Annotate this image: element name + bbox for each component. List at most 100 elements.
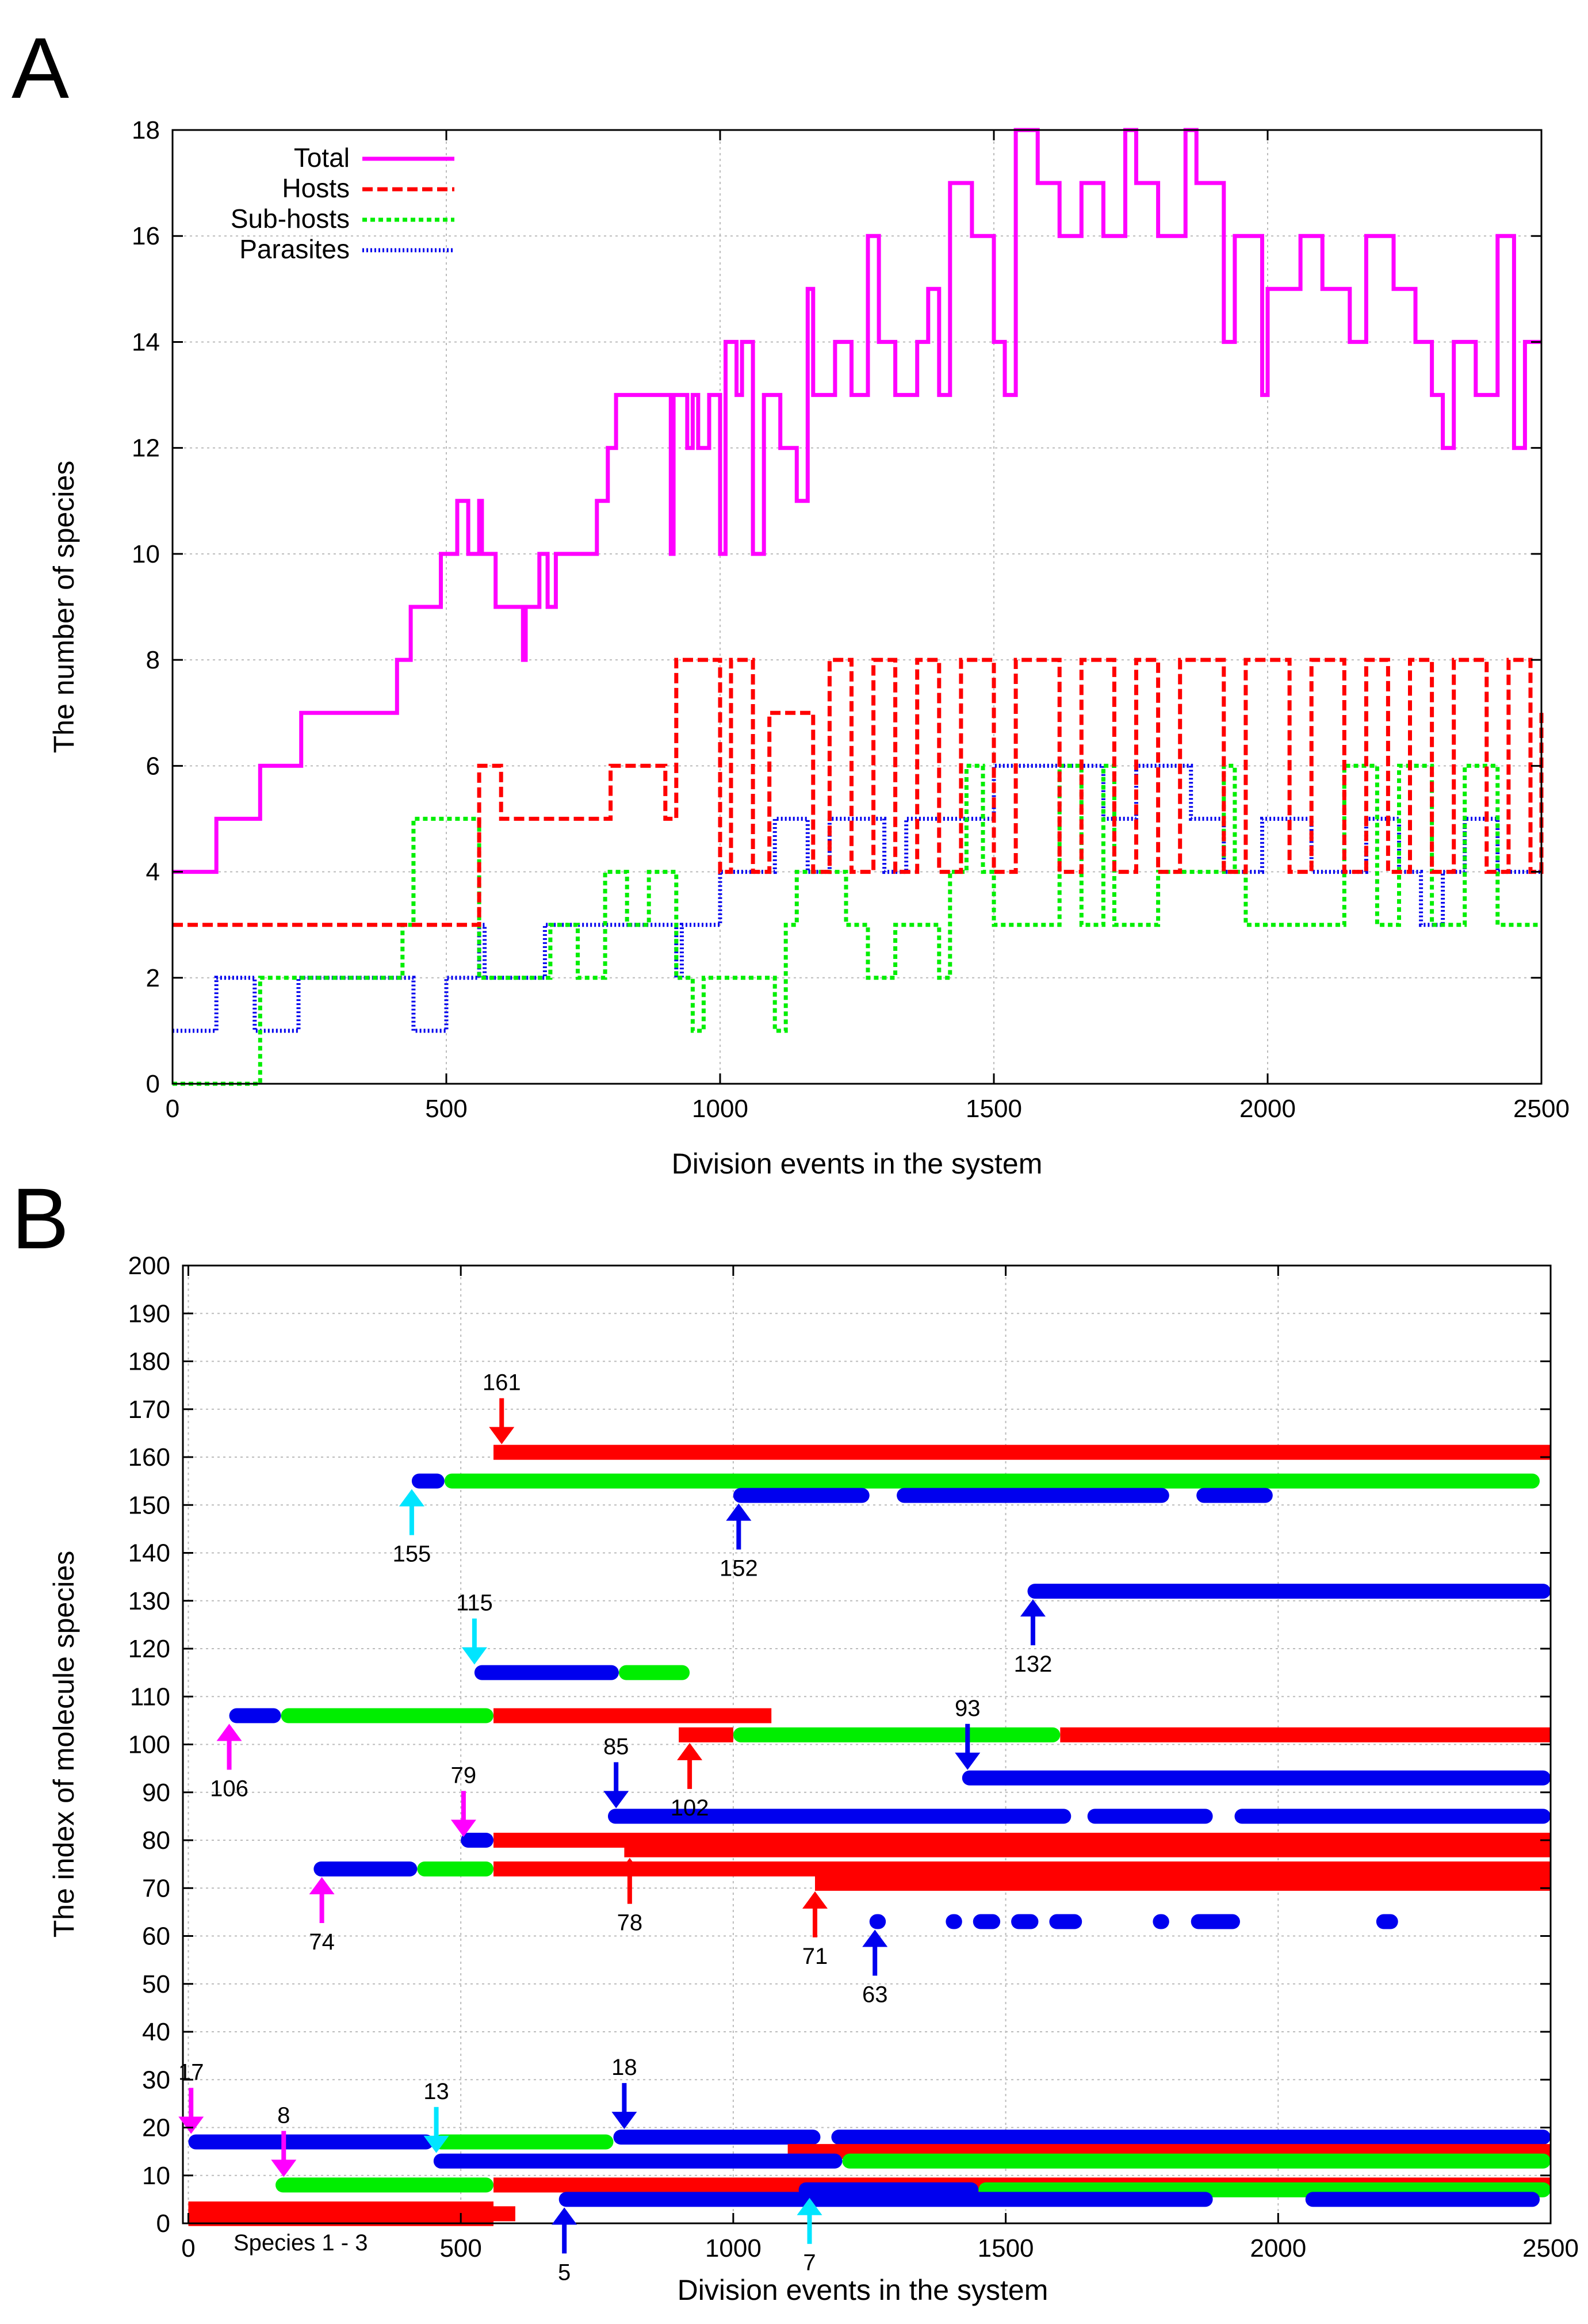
- panel-b-chart: 161 155 152 132 115 106 102 93 85 79 78 74 71 63 17 8 13…: [48, 1252, 1579, 2306]
- series-line-total: [173, 128, 1541, 874]
- panel-a-x-tick-label: 2000: [1239, 1095, 1296, 1123]
- species-band-93-parasite: [962, 1770, 1551, 1786]
- species-band-71-host: [814, 1875, 1551, 1891]
- panel-a-y-tick-label: 4: [146, 858, 160, 886]
- panel-b-y-tick-label: 50: [142, 1970, 170, 1998]
- species-band-85-parasite: [607, 1809, 1072, 1824]
- panel-b-y-tick-label: 150: [128, 1491, 170, 1519]
- arrow-label: 71: [802, 1944, 828, 1969]
- species-band-17-parasite: [188, 2134, 434, 2150]
- arrow-head: [178, 2116, 204, 2134]
- arrow-label: 106: [210, 1776, 248, 1802]
- panel-a-chart: 0 500 1000 1500 2000 2500 0 2 4 6 8 10 12 14 16 18 Tota…: [48, 116, 1570, 1180]
- panel-b-y-tick-label: 60: [142, 1922, 170, 1951]
- arrow-label: 85: [603, 1734, 629, 1759]
- species-band-78-host: [624, 1842, 1551, 1857]
- panel-b-y-tick-label: 30: [142, 2066, 170, 2094]
- panel-b-grid: [183, 1266, 1551, 2223]
- species-band-85-parasite: [1087, 1809, 1213, 1824]
- species-band-63-parasite: [973, 1914, 1001, 1929]
- panel-a-x-tick-label: 2500: [1513, 1095, 1570, 1123]
- arrow-label: 18: [611, 2055, 637, 2080]
- panel-b-y-tick-label: 200: [128, 1252, 170, 1280]
- panel-b-y-tick-label: 140: [128, 1539, 170, 1568]
- legend-total-label: Total: [294, 143, 350, 173]
- panel-b-y-tick-label: 80: [142, 1826, 170, 1855]
- series-line-hosts: [173, 658, 1544, 927]
- species-band-63-parasite: [1049, 1914, 1082, 1929]
- panel-b-y-tick-label: 170: [128, 1396, 170, 1424]
- panel-b-y-tick-label: 180: [128, 1348, 170, 1376]
- arrow-head: [862, 1929, 888, 1947]
- panel-a-y-tick-label: 0: [146, 1070, 160, 1098]
- series-line-parasites: [173, 763, 1541, 1033]
- arrow-marker-155: 155: [393, 1489, 431, 1567]
- species-band-63-parasite: [946, 1914, 962, 1929]
- species-band-106-parasite: [229, 1708, 281, 1723]
- arrow-marker-161: 161: [483, 1370, 521, 1444]
- panel-a-y-tick-label: 12: [132, 434, 160, 462]
- arrow-head: [726, 1503, 752, 1521]
- arrow-marker-71: 71: [802, 1891, 828, 1969]
- species-band-63-parasite: [1376, 1914, 1398, 1929]
- panel-b-y-tick-label: 20: [142, 2114, 170, 2142]
- species-band-74-host: [493, 1861, 1551, 1876]
- species-band-13-sub-host: [842, 2153, 1551, 2169]
- arrow-label: 152: [720, 1556, 758, 1581]
- panel-a-x-axis-label: Division events in the system: [672, 1148, 1043, 1180]
- arrow-marker-17: 17: [178, 2059, 204, 2134]
- species-band-102-host: [679, 1727, 733, 1742]
- species-band-161-host: [493, 1444, 1551, 1460]
- legend-parasites-label: Parasites: [239, 234, 350, 264]
- panel-a-x-tick-label: 0: [166, 1095, 179, 1123]
- panel-b-x-tick-label: 1500: [978, 2234, 1034, 2262]
- species-band-63-parasite: [1153, 1914, 1169, 1929]
- species-band-18-parasite: [831, 2130, 1551, 2145]
- species-band-5-parasite: [558, 2192, 1213, 2207]
- panel-a-series: [173, 128, 1544, 1086]
- species-band-106-sub-host: [281, 1708, 494, 1723]
- species-band-13-parasite: [433, 2153, 843, 2169]
- arrow-marker-106: 106: [210, 1723, 248, 1802]
- arrow-label: 115: [456, 1591, 493, 1616]
- arrow-label: 13: [423, 2079, 449, 2104]
- arrow-head: [461, 1647, 487, 1665]
- panel-b-y-tick-label: 110: [130, 1683, 170, 1711]
- panel-b-y-axis-label: The index of molecule species: [48, 1551, 80, 1938]
- panel-a-frame: [171, 129, 1543, 1085]
- panel-a-y-tick-label: 14: [132, 328, 160, 356]
- panel-b-ticks: 0 500 1000 1500 2000 2500 0 10 20 30 40 50 60 70 80 90 1…: [128, 1252, 1579, 2262]
- species-band-18-parasite: [613, 2130, 821, 2145]
- species-band-17-sub-host: [433, 2134, 614, 2150]
- arrow-head: [617, 1857, 642, 1875]
- arrow-head: [955, 1752, 981, 1770]
- species-band-5-parasite: [1305, 2192, 1540, 2207]
- species-band-74-sub-host: [417, 1861, 494, 1876]
- panel-b-x-tick-label: 0: [181, 2234, 195, 2262]
- panel-label-b: B: [12, 1170, 69, 1267]
- panel-b-x-tick-label: 1000: [705, 2234, 762, 2262]
- arrow-head: [797, 2197, 822, 2215]
- panel-a-x-tick-label: 1000: [692, 1095, 748, 1123]
- species-band-152-parasite: [897, 1488, 1169, 1503]
- arrow-marker-85: 85: [603, 1734, 629, 1809]
- arrow-head: [450, 1820, 476, 1837]
- arrow-marker-5: 5: [552, 2207, 577, 2285]
- species-band-115-sub-host: [618, 1665, 690, 1680]
- species-band-63-parasite: [869, 1914, 886, 1929]
- arrow-head: [309, 1876, 335, 1894]
- panel-a-y-tick-label: 18: [132, 116, 160, 144]
- arrow-marker-132: 132: [1014, 1599, 1052, 1677]
- arrow-label: 79: [451, 1763, 477, 1788]
- panel-b-x-axis-label: Division events in the system: [678, 2274, 1049, 2306]
- arrow-marker-102: 102: [671, 1742, 709, 1821]
- species-band-152-parasite: [1196, 1488, 1273, 1503]
- legend-hosts-label: Hosts: [282, 173, 350, 203]
- panel-a-ticks: 0 500 1000 1500 2000 2500 0 2 4 6 8 10 12 14 16 18: [132, 116, 1570, 1123]
- arrow-label: 93: [955, 1696, 981, 1721]
- arrow-label: 102: [671, 1795, 709, 1821]
- arrow-head: [271, 2159, 297, 2177]
- species-band-155-sub-host: [444, 1473, 1540, 1489]
- panel-b-y-tick-label: 130: [128, 1587, 170, 1615]
- species-band-106-host: [493, 1708, 772, 1723]
